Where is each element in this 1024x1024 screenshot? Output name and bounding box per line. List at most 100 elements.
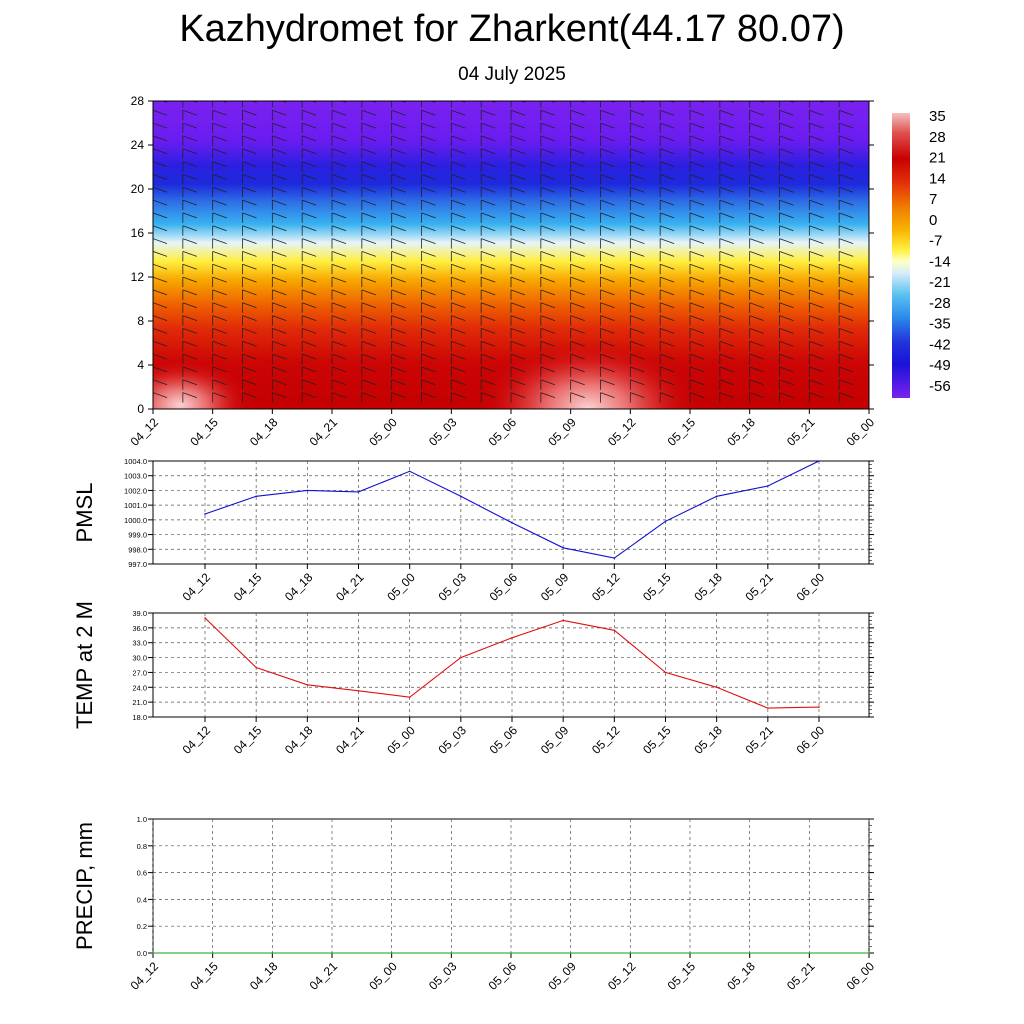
x-tick-label: 05_03 [426,959,460,993]
wind-barb-flag [272,340,287,347]
wind-barb-flag [600,302,615,309]
wind-barb-flag [809,251,824,257]
wind-barb-flag [630,225,645,232]
wind-barb-flag [630,353,645,360]
x-tick-label: 06_00 [844,415,878,449]
data-point [613,629,616,632]
wind-barb-flag [481,161,496,167]
wind-barb-flag [570,109,585,116]
wind-barb-flag [421,392,436,398]
wind-barb-flag [331,212,347,219]
x-tick-label: 04_18 [247,959,281,993]
wind-barb-flag [391,199,406,206]
wind-barb-flag [868,277,869,278]
wind-barb-flag [481,340,496,347]
wind-barb-flag [331,174,347,180]
wind-barb-flag [182,263,197,270]
wind-barb-flag [660,366,675,373]
wind-barb-flag [302,315,317,321]
data-point [511,522,513,524]
x-tick-label: 05_00 [366,959,400,993]
wind-barb-flag [868,161,869,163]
wind-barb-flag [421,328,436,334]
wind-barb-flag [809,276,824,283]
wind-barb-flag [272,366,287,373]
wind-barb-flag [302,302,317,309]
wind-barb-flag [510,379,526,386]
wind-barb-flag [421,276,436,283]
wind-barb-flag [809,289,824,296]
wind-barb-flag [839,148,854,155]
y-axis-label: PRECIP, mm [72,822,97,950]
wind-barb-flag [391,328,406,334]
wind-barb-flag [600,251,615,257]
x-tick-label: 04_21 [333,723,367,757]
wind-barb-flag [600,392,615,398]
wind-barb-flag [182,289,197,296]
y-tick-label: 12 [131,270,145,284]
wind-barb-flag [391,225,406,232]
wind-barb-flag [660,122,675,129]
wind-barb-flag [540,225,555,232]
wind-barb-flag [570,186,585,193]
wind-barb-flag [868,264,869,265]
wind-barb-flag [212,199,227,206]
wind-barb-flag [839,186,854,193]
wind-barb-flag [749,238,764,244]
x-tick-label: 05_09 [545,415,579,449]
x-tick-label: 05_00 [366,415,400,449]
wind-barb-flag [361,148,376,155]
heatmap-warm-core-left [153,357,255,409]
wind-barb-flag [600,263,615,270]
wind-barb-flag [451,340,466,347]
wind-barb-flag [331,148,347,155]
wind-barb-flag [570,289,585,296]
wind-barb-flag [510,161,526,167]
wind-barb-flag [481,199,496,206]
data-point [357,689,360,692]
wind-barb-flag [242,225,257,232]
wind-barb-flag [182,122,197,129]
wind-barb-flag [600,135,615,142]
wind-barb-flag [809,109,824,116]
wind-barb-flag [451,161,466,167]
wind-barb-flag [391,366,406,373]
x-tick-label: 05_21 [784,959,818,993]
wind-barb-flag [630,212,645,219]
wind-barb-flag [212,302,227,309]
data-point [306,684,309,686]
wind-barb-flag [481,379,496,386]
wind-barb-flag [153,109,168,116]
wind-barb-flag [779,315,794,321]
wind-barb-flag [242,276,257,283]
wind-barb-flag [421,212,436,219]
wind-barb-flag [460,101,466,103]
wind-barb-flag [272,212,287,219]
wind-barb-flag [302,109,317,116]
wind-barb-flag [839,340,854,347]
wind-barb-flag [809,135,824,142]
wind-barb-flag [421,238,436,244]
wind-barb-flag [660,225,675,232]
wind-barb-flag [779,238,794,244]
wind-barb-flag [540,289,555,296]
x-tick-label: 05_12 [589,570,623,604]
wind-barb-flag [630,161,645,167]
wind-barb-flag [481,148,496,155]
wind-barb-flag [212,251,227,257]
colorbar: 35 28 21 14 7 0 -7 -14 -21 -28 -35 -42 -49 -56 [892,108,951,398]
data-point [152,952,154,954]
wind-barb-flag [749,366,764,373]
wind-barb-flag [153,340,168,347]
data-point [408,470,411,473]
colorbar-labels: 35 28 21 14 7 0 -7 -14 -21 -28 -35 -42 -49 -56 [929,108,951,395]
wind-barb-flag [689,186,705,193]
wind-barb-flag [331,225,347,232]
x-tick-label: 05_03 [426,415,460,449]
wind-barb-flag [510,135,526,142]
wind-barb-flag [809,212,824,219]
y-tick-label: 16 [131,226,145,240]
wind-barb-flag [689,289,705,296]
wind-barb-flag [451,109,466,116]
wind-barb-flag [689,263,705,270]
